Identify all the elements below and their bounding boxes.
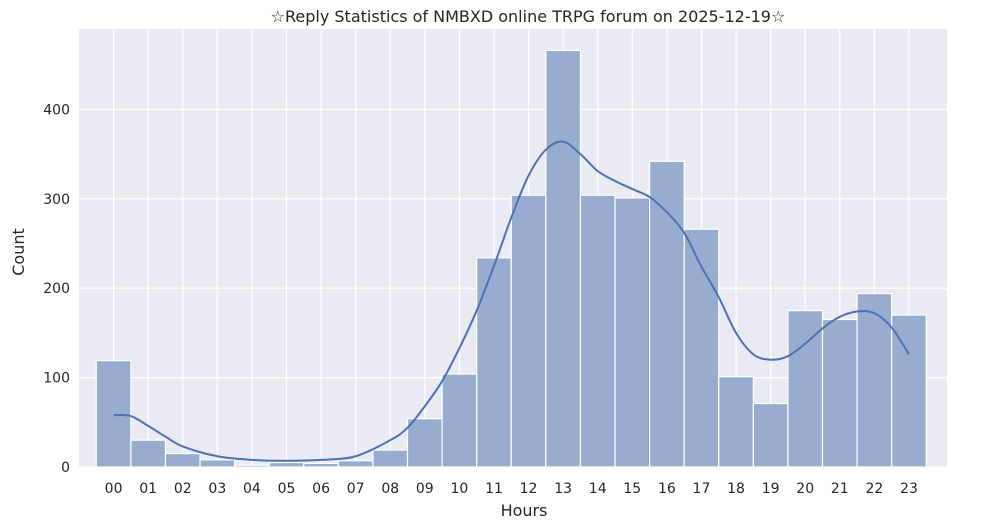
x-tick-label: 11 [485,481,503,497]
histogram-bar [199,459,236,468]
histogram-bar [441,373,478,468]
x-tick-label: 23 [900,481,918,497]
histogram-bar [476,257,512,468]
x-tick-label: 14 [589,481,607,497]
x-tick-label: 03 [208,481,226,497]
x-tick-label: 18 [727,481,745,497]
histogram-bar [545,49,582,468]
x-tick-label: 10 [450,481,468,497]
x-tick-label: 15 [623,481,641,497]
x-tick-labels: 00 01 02 03 04 05 06 07 08 09 10 11 12 13 14 15 16 17 18 19… [105,481,918,497]
y-tick-label: 400 [43,102,70,118]
histogram-bar [891,314,927,468]
x-tick-label: 06 [312,481,330,497]
histogram-bar [303,462,339,468]
histogram-bar [406,418,443,468]
histogram-bar [337,460,374,468]
histogram-bar [372,449,409,468]
x-tick-label: 08 [381,481,399,497]
y-tick-label: 200 [43,281,70,297]
x-tick-label: 05 [278,481,296,497]
y-tick-labels: 0 100 200 300 400 [43,102,70,476]
x-tick-label: 12 [520,481,538,497]
histogram-bar [856,292,893,468]
x-tick-label: 21 [831,481,849,497]
x-tick-label: 22 [865,481,883,497]
kde-curve [113,140,910,462]
histogram-bar [268,461,305,468]
x-tick-label: 19 [762,481,780,497]
histogram-bar [510,194,547,468]
x-tick-label: 04 [243,481,261,497]
histogram-bar [95,360,132,468]
histogram-bar [614,197,651,468]
histogram-bar [130,439,167,468]
histogram-bar [752,402,789,468]
y-tick-label: 0 [61,460,70,476]
histogram-bars [95,49,927,468]
x-axis-title: Hours [501,501,548,520]
histogram-bar [787,309,824,468]
x-tick-label: 01 [139,481,157,497]
x-tick-label: 16 [658,481,676,497]
x-tick-label: 20 [796,481,814,497]
x-tick-label: 09 [416,481,434,497]
chart-title: ☆Reply Statistics of NMBXD online TRPG f… [271,7,786,26]
histogram-bar [821,318,858,468]
x-tick-label: 17 [693,481,711,497]
x-tick-label: 07 [347,481,365,497]
x-tick-label: 13 [554,481,572,497]
histogram-bar [648,160,685,468]
histogram-bar [164,452,201,468]
x-tick-label: 02 [174,481,192,497]
x-tick-label: 00 [105,481,123,497]
histogram-bar [234,464,270,468]
histogram-bar [718,376,754,468]
y-axis-title: Count [9,228,28,276]
y-tick-label: 300 [43,192,70,208]
y-tick-label: 100 [43,371,70,387]
histogram-bar [579,194,616,468]
